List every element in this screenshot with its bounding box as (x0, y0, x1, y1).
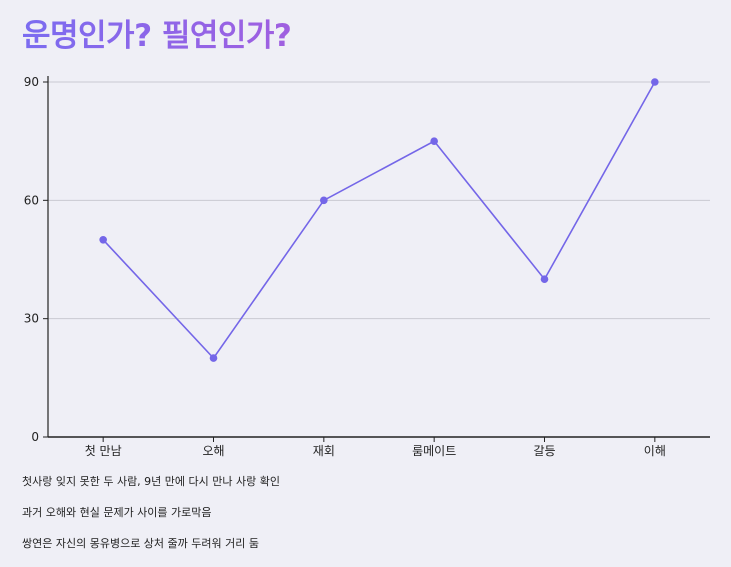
data-point (99, 235, 107, 244)
note-item: 쌍연은 자신의 몽유병으로 상처 줄까 두려워 거리 둠 (22, 537, 259, 550)
data-point (430, 137, 438, 145)
data-point (209, 354, 218, 362)
y-tick-label: 30 (24, 312, 39, 326)
data-point (320, 196, 328, 205)
y-tick-label: 60 (24, 193, 39, 207)
x-tick-label: 첫 만남 (85, 444, 122, 458)
data-point (651, 78, 659, 86)
y-tick-label: 90 (24, 75, 39, 89)
note-item: 첫사랑 잊지 못한 두 사람, 9년 만에 다시 만나 사랑 확인 (22, 475, 280, 488)
x-tick-label: 재회 (313, 444, 335, 458)
series-line (102, 81, 656, 360)
x-tick-label: 오해 (202, 444, 224, 458)
x-tick-label: 이해 (644, 444, 666, 458)
notes-list: 첫사랑 잊지 못한 두 사람, 9년 만에 다시 만나 사랑 확인 과거 오해와… (22, 474, 280, 567)
x-tick-label: 룸메이트 (412, 444, 456, 458)
chart-title: 운명인가? 필연인가? (22, 10, 292, 55)
data-point (540, 275, 549, 284)
x-tick-label: 갈등 (533, 444, 555, 458)
note-item: 과거 오해와 현실 문제가 사이를 가로막음 (22, 506, 212, 519)
line-chart: 0 30 60 90 첫 만남 오해 재회 룸메이트 갈등 이해 (24, 75, 710, 458)
y-tick-label: 0 (31, 430, 39, 444)
